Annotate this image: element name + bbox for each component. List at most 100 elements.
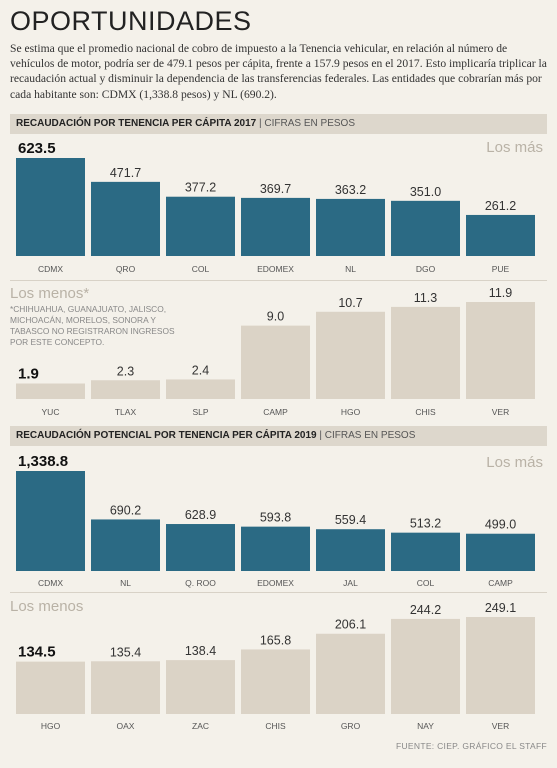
data-label: 471.7 (110, 166, 141, 180)
bar-ver (466, 617, 535, 714)
category-label: VER (492, 407, 509, 417)
data-label: 363.2 (335, 183, 366, 197)
panel-label-high-2017: Los más (486, 139, 543, 156)
category-label: COL (192, 264, 210, 274)
data-label: 377.2 (185, 181, 216, 195)
section-title: RECAUDACIÓN POR TENENCIA PER CÁPITA 2017 (16, 118, 257, 129)
data-label: 628.9 (185, 508, 216, 522)
category-label: PUE (492, 264, 510, 274)
panel-label-low-2017: Los menos* (10, 285, 90, 302)
category-label: SLP (192, 407, 208, 417)
category-label: HGO (41, 721, 61, 731)
category-label: YUC (42, 407, 60, 417)
section-separator: | (259, 118, 262, 129)
data-label: 559.4 (335, 513, 366, 527)
bar-ver (466, 302, 535, 399)
category-label: CAMP (263, 407, 288, 417)
intro-paragraph: Se estima que el promedio nacional de co… (10, 42, 547, 101)
section-header-2019: RECAUDACIÓN POTENCIAL POR TENENCIA PER C… (10, 426, 547, 446)
page-title: OPORTUNIDADES (10, 6, 252, 36)
category-label: VER (492, 721, 509, 731)
bar-edomex (241, 197, 310, 256)
footnote: *CHIHUAHUA, GUANAJUATO, JALISCO, MICHOAC… (10, 304, 175, 347)
data-label: 499.0 (485, 518, 516, 532)
category-label: QRO (116, 264, 136, 274)
bar-chart-low-2017: 1.9 YUC 2.3 TLAX 2.4 SLP 9.0 CAMP 10.7 HGO 11.3 CHI… (16, 286, 535, 417)
data-label: 134.5 (18, 644, 56, 661)
bar-yuc (16, 383, 85, 399)
bar-nl (316, 198, 385, 256)
bar-camp (241, 325, 310, 399)
category-label: DGO (416, 264, 436, 274)
data-label: 10.7 (338, 296, 362, 310)
data-label: 261.2 (485, 199, 516, 213)
data-label: 2.3 (117, 364, 134, 378)
category-label: EDOMEX (257, 578, 294, 588)
data-label: 513.2 (410, 517, 441, 531)
bar-oax (91, 661, 160, 714)
bar-slp (166, 379, 235, 399)
bar-chis (391, 306, 460, 399)
data-label: 623.5 (18, 140, 56, 157)
category-label: COL (417, 578, 435, 588)
data-label: 9.0 (267, 310, 284, 324)
category-label: GRO (341, 721, 361, 731)
data-label: 593.8 (260, 511, 291, 525)
bar-zac (166, 660, 235, 714)
bar-camp (466, 533, 535, 571)
bar-dgo (391, 200, 460, 256)
data-label: 369.7 (260, 182, 291, 196)
data-label: 249.1 (485, 601, 516, 615)
data-label: 11.9 (489, 286, 512, 300)
data-label: 1.9 (18, 366, 39, 383)
bar-nay (391, 618, 460, 714)
bar-cdmx (16, 471, 85, 571)
bar-hgo (16, 661, 85, 714)
section-separator: | (319, 430, 322, 441)
data-label: 351.0 (410, 185, 441, 199)
category-label: CHIS (415, 407, 436, 417)
category-label: CAMP (488, 578, 513, 588)
panel-label-low-2019: Los menos (10, 598, 84, 615)
data-label: 2.4 (192, 363, 209, 377)
panel-divider (10, 592, 547, 593)
data-label: 244.2 (410, 603, 441, 617)
section-title: RECAUDACIÓN POTENCIAL POR TENENCIA PER C… (16, 430, 317, 441)
bar-pue (466, 214, 535, 256)
bar-chart-low-2019: 134.5 HGO 135.4 OAX 138.4 ZAC 165.8 CHIS 206.1 GR… (16, 601, 535, 731)
bar-chart-high-2017: 623.5 CDMX 471.7 QRO 377.2 COL 369.7 EDOMEX 363.… (16, 140, 535, 274)
bar-chis (241, 649, 310, 714)
data-label: 11.3 (414, 291, 437, 305)
category-label: CDMX (38, 264, 63, 274)
category-label: Q. ROO (185, 578, 216, 588)
bar-qro (91, 181, 160, 256)
bar-jal (316, 529, 385, 571)
category-label: HGO (341, 407, 361, 417)
data-label: 138.4 (185, 644, 216, 658)
bar-q-roo (166, 524, 235, 571)
bar-edomex (241, 526, 310, 571)
panel-label-high-2019: Los más (486, 454, 543, 471)
section-subtitle: CIFRAS EN PESOS (324, 430, 416, 441)
category-label: NAY (417, 721, 434, 731)
category-label: NL (345, 264, 356, 274)
category-label: EDOMEX (257, 264, 294, 274)
data-label: 1,338.8 (18, 453, 68, 470)
category-label: OAX (117, 721, 135, 731)
bar-nl (91, 519, 160, 571)
bar-chart-high-2019: 1,338.8 CDMX 690.2 NL 628.9 Q. ROO 593.8 EDOMEX… (16, 453, 535, 588)
section-header-2017: RECAUDACIÓN POR TENENCIA PER CÁPITA 2017… (10, 114, 547, 134)
data-label: 135.4 (110, 645, 141, 659)
bar-col (391, 532, 460, 571)
bar-tlax (91, 380, 160, 399)
bar-gro (316, 633, 385, 714)
category-label: ZAC (192, 721, 209, 731)
category-label: CHIS (265, 721, 286, 731)
data-label: 690.2 (110, 503, 141, 517)
source-credit: FUENTE: CIEP. GRÁFICO EL STAFF (395, 741, 547, 751)
panel-divider (10, 280, 547, 281)
data-label: 165.8 (260, 633, 291, 647)
category-label: NL (120, 578, 131, 588)
section-subtitle: CIFRAS EN PESOS (264, 118, 355, 129)
bar-hgo (316, 311, 385, 399)
